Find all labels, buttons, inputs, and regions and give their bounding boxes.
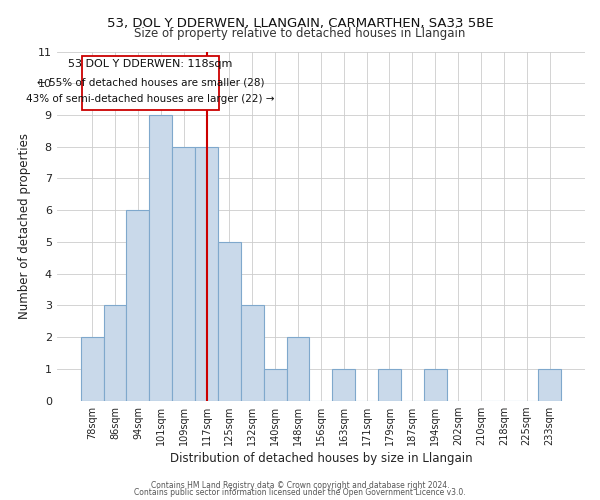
Bar (172, 146, 195, 400)
Bar (424, 369, 446, 400)
Text: Contains public sector information licensed under the Open Government Licence v3: Contains public sector information licen… (134, 488, 466, 497)
Bar (195, 146, 218, 400)
Bar (127, 210, 149, 400)
Bar (538, 369, 561, 400)
Bar (149, 115, 172, 401)
Bar (332, 369, 355, 400)
Bar (218, 242, 241, 400)
Text: Size of property relative to detached houses in Llangain: Size of property relative to detached ho… (134, 28, 466, 40)
Bar (104, 306, 127, 400)
X-axis label: Distribution of detached houses by size in Llangain: Distribution of detached houses by size … (170, 452, 472, 465)
Bar (81, 337, 104, 400)
Text: Contains HM Land Registry data © Crown copyright and database right 2024.: Contains HM Land Registry data © Crown c… (151, 480, 449, 490)
FancyBboxPatch shape (82, 56, 219, 110)
Text: ← 55% of detached houses are smaller (28): ← 55% of detached houses are smaller (28… (37, 77, 264, 87)
Bar (287, 337, 310, 400)
Text: 43% of semi-detached houses are larger (22) →: 43% of semi-detached houses are larger (… (26, 94, 275, 104)
Bar (241, 306, 263, 400)
Text: 53, DOL Y DDERWEN, LLANGAIN, CARMARTHEN, SA33 5BE: 53, DOL Y DDERWEN, LLANGAIN, CARMARTHEN,… (107, 18, 493, 30)
Text: 53 DOL Y DDERWEN: 118sqm: 53 DOL Y DDERWEN: 118sqm (68, 59, 233, 69)
Bar (378, 369, 401, 400)
Y-axis label: Number of detached properties: Number of detached properties (18, 133, 31, 319)
Bar (263, 369, 287, 400)
